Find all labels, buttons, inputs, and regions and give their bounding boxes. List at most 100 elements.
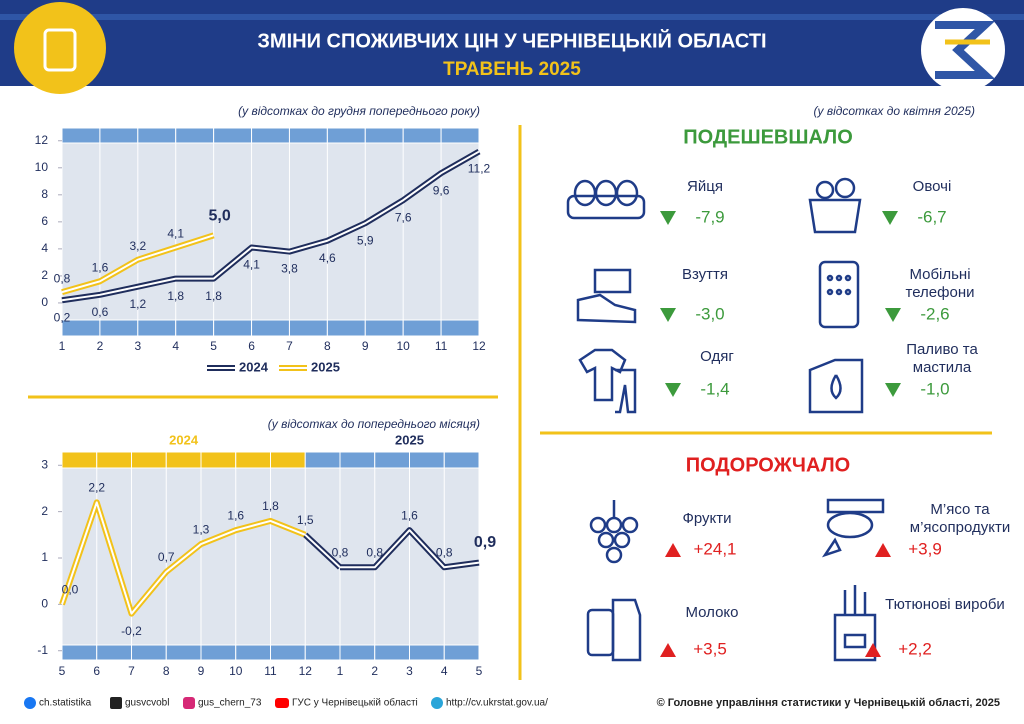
item-name: Яйця xyxy=(687,178,723,195)
band xyxy=(304,451,341,469)
x-tick-label: 7 xyxy=(286,339,293,353)
data-label: 0,8 xyxy=(54,271,71,285)
item-value: -1,0 xyxy=(920,379,949,398)
footer-link[interactable]: ГУС у Чернівецькій області xyxy=(292,697,418,709)
band xyxy=(213,127,253,144)
band xyxy=(409,644,445,661)
item-name: Паливо та мастила xyxy=(906,341,978,376)
line-highlight xyxy=(61,501,306,615)
arrow xyxy=(660,308,676,322)
data-label: 1,8 xyxy=(167,289,184,303)
item-value: +24,1 xyxy=(693,539,736,558)
band xyxy=(288,319,328,337)
item-name: Одяг xyxy=(700,348,734,365)
arrow xyxy=(875,543,891,557)
band xyxy=(443,644,480,661)
band xyxy=(443,451,480,469)
data-label: 1,6 xyxy=(401,508,418,522)
band xyxy=(99,127,139,144)
data-label: 4,1 xyxy=(167,227,184,241)
x-tick-label: 3 xyxy=(406,664,413,678)
item-value: -1,4 xyxy=(700,379,729,398)
band xyxy=(165,451,202,469)
data-label: 11,2 xyxy=(468,162,491,176)
y-tick-label: 3 xyxy=(41,457,48,471)
x-tick-label: 4 xyxy=(172,339,179,353)
item-value: +2,2 xyxy=(898,639,932,658)
item-value: -2,6 xyxy=(920,304,949,323)
x-tick-label: 8 xyxy=(324,339,331,353)
x-tick-label: 6 xyxy=(93,664,100,678)
band xyxy=(131,451,167,469)
y-tick-label: 4 xyxy=(41,241,48,255)
chart-subtitle: (у відсотках до грудня попереднього року… xyxy=(238,104,480,118)
band xyxy=(440,319,480,337)
footer-link[interactable]: http://cv.ukrstat.gov.ua/ xyxy=(446,698,548,709)
y-tick-label: 0 xyxy=(41,597,48,611)
band xyxy=(270,644,306,661)
band xyxy=(440,127,480,144)
y-tick-label: 8 xyxy=(41,187,48,201)
data-label: 0,0 xyxy=(62,583,79,597)
band xyxy=(374,451,410,469)
footer-link[interactable]: gusvcvobl xyxy=(125,698,169,709)
data-label: 3,2 xyxy=(129,239,146,253)
section-title: ПОДЕШЕВШАЛО xyxy=(683,126,853,148)
header-icon xyxy=(14,2,106,94)
x-tick-label: 11 xyxy=(435,339,448,353)
item-name: Тютюнові вироби xyxy=(885,596,1005,613)
band xyxy=(251,127,290,144)
arrow xyxy=(660,643,676,657)
x-tick-label: 9 xyxy=(362,339,369,353)
band xyxy=(213,319,253,337)
band xyxy=(326,319,366,337)
x-tick-label: 9 xyxy=(198,664,205,678)
footer-link[interactable]: ch.statistika xyxy=(39,698,92,709)
band xyxy=(200,644,237,661)
band xyxy=(326,127,366,144)
arrow xyxy=(660,211,676,225)
line-highlight xyxy=(340,529,480,569)
band xyxy=(374,644,410,661)
x-tick-label: 10 xyxy=(397,339,411,353)
data-label: 0,6 xyxy=(92,305,109,319)
x-tick-label: 5 xyxy=(210,339,217,353)
plot-area xyxy=(62,143,479,320)
band xyxy=(137,319,177,337)
subtitle: ТРАВЕНЬ 2025 xyxy=(443,59,581,80)
band xyxy=(200,451,237,469)
icons xyxy=(566,177,885,662)
y-tick-label: 12 xyxy=(35,133,49,147)
arrow xyxy=(885,308,901,322)
item-name: Взуття xyxy=(681,266,729,283)
data-label: 1,6 xyxy=(92,260,109,274)
item-name: Фрукти xyxy=(682,510,732,527)
copyright: © Головне управління статистики у Чернів… xyxy=(657,697,1000,709)
data-label: 0,7 xyxy=(158,550,175,564)
line-highlight xyxy=(61,150,480,302)
band xyxy=(304,644,341,661)
data-label: 7,6 xyxy=(395,210,412,224)
data-label: 3,8 xyxy=(281,262,298,276)
band xyxy=(61,451,98,469)
item-name: Овочі xyxy=(912,178,952,195)
data-label: 0,8 xyxy=(436,545,453,559)
data-label: 9,6 xyxy=(433,183,450,197)
item-value: +3,5 xyxy=(693,639,727,658)
data-label: 1,8 xyxy=(205,289,222,303)
section-title: ПОДОРОЖЧАЛО xyxy=(686,454,851,476)
band xyxy=(288,127,328,144)
y-tick-label: 1 xyxy=(41,550,48,564)
item-name: Молоко xyxy=(685,604,739,621)
item-value: -7,9 xyxy=(695,207,724,226)
tag-icon xyxy=(43,28,77,72)
band xyxy=(99,319,139,337)
x-tick-label: 7 xyxy=(128,664,135,678)
footer-link[interactable]: gus_chern_73 xyxy=(198,698,262,709)
arrow xyxy=(882,211,898,225)
x-tick-label: 10 xyxy=(229,664,243,678)
x-tick-label: 2 xyxy=(371,664,378,678)
legend-label: 2024 xyxy=(239,359,269,374)
band xyxy=(251,319,290,337)
